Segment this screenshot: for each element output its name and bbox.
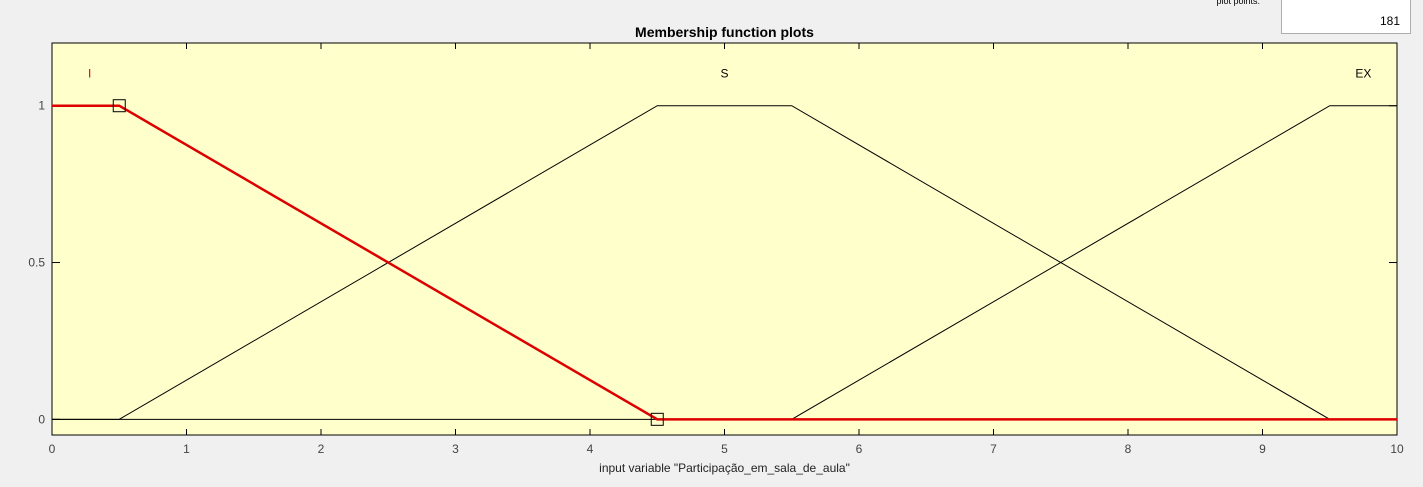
x-axis-label: input variable "Participação_em_sala_de_…	[599, 461, 850, 475]
plot-points-label: plot points:	[1216, 0, 1260, 6]
mf-handle[interactable]	[650, 412, 664, 426]
chart-title: Membership function plots	[635, 24, 814, 40]
mf-curve-i[interactable]	[52, 104, 1397, 421]
x-tick-label: 3	[452, 442, 459, 456]
mf-handle[interactable]	[112, 99, 126, 113]
mf-label-ex[interactable]: EX	[1355, 66, 1371, 80]
y-tick-label: 1	[38, 99, 45, 113]
x-tick-label: 2	[318, 442, 325, 456]
x-tick-label: 1	[183, 442, 190, 456]
x-tick-label: 10	[1390, 442, 1404, 456]
x-tick-label: 0	[49, 442, 56, 456]
mf-curve-ex[interactable]	[52, 105, 1397, 420]
x-tick-label: 9	[1259, 442, 1266, 456]
mf-label-s[interactable]: S	[720, 66, 728, 80]
y-tick-label: 0	[38, 412, 45, 426]
mf-label-i[interactable]: I	[88, 66, 91, 80]
x-tick-label: 7	[990, 442, 997, 456]
y-tick-label: 0.5	[28, 256, 45, 270]
plot-points-input[interactable]	[1281, 0, 1411, 34]
x-tick-label: 6	[856, 442, 863, 456]
x-tick-label: 5	[721, 442, 728, 456]
x-tick-label: 4	[587, 442, 594, 456]
plot-area[interactable]	[51, 42, 1398, 436]
x-tick-label: 8	[1125, 442, 1132, 456]
